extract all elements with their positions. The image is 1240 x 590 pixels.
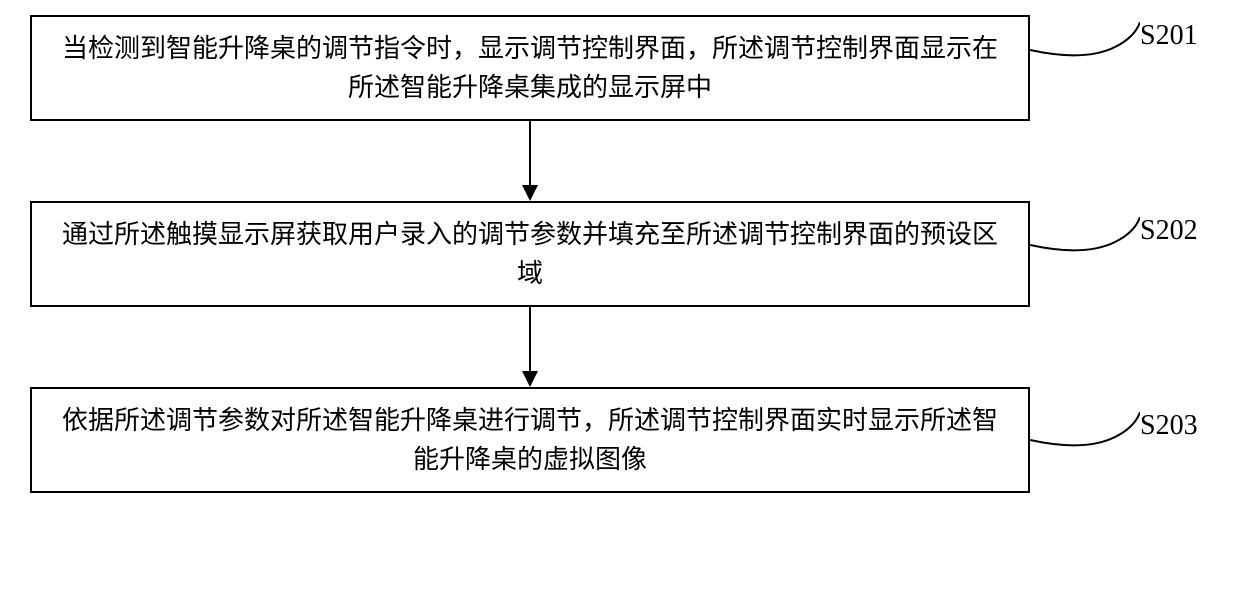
step-label-s203: S203 <box>1140 410 1198 442</box>
flowchart-container: 当检测到智能升降桌的调节指令时，显示调节控制界面，所述调节控制界面显示在所述智能… <box>30 15 1030 493</box>
arrow-down-icon <box>515 121 545 201</box>
step-label-s202: S202 <box>1140 215 1198 247</box>
arrow-s202-s203 <box>30 307 1030 387</box>
connector-s203 <box>1030 412 1140 457</box>
step-box-s201: 当检测到智能升降桌的调节指令时，显示调节控制界面，所述调节控制界面显示在所述智能… <box>30 15 1030 121</box>
arrow-down-icon <box>515 307 545 387</box>
step-box-s203: 依据所述调节参数对所述智能升降桌进行调节，所述调节控制界面实时显示所述智能升降桌… <box>30 387 1030 493</box>
step-text: 依据所述调节参数对所述智能升降桌进行调节，所述调节控制界面实时显示所述智能升降桌… <box>62 406 998 474</box>
arrow-s201-s202 <box>30 121 1030 201</box>
step-text: 当检测到智能升降桌的调节指令时，显示调节控制界面，所述调节控制界面显示在所述智能… <box>62 34 998 102</box>
step-label-s201: S201 <box>1140 20 1198 52</box>
step-box-s202: 通过所述触摸显示屏获取用户录入的调节参数并填充至所述调节控制界面的预设区域 <box>30 201 1030 307</box>
step-text: 通过所述触摸显示屏获取用户录入的调节参数并填充至所述调节控制界面的预设区域 <box>62 220 998 288</box>
connector-s201 <box>1030 22 1140 67</box>
connector-s202 <box>1030 217 1140 262</box>
